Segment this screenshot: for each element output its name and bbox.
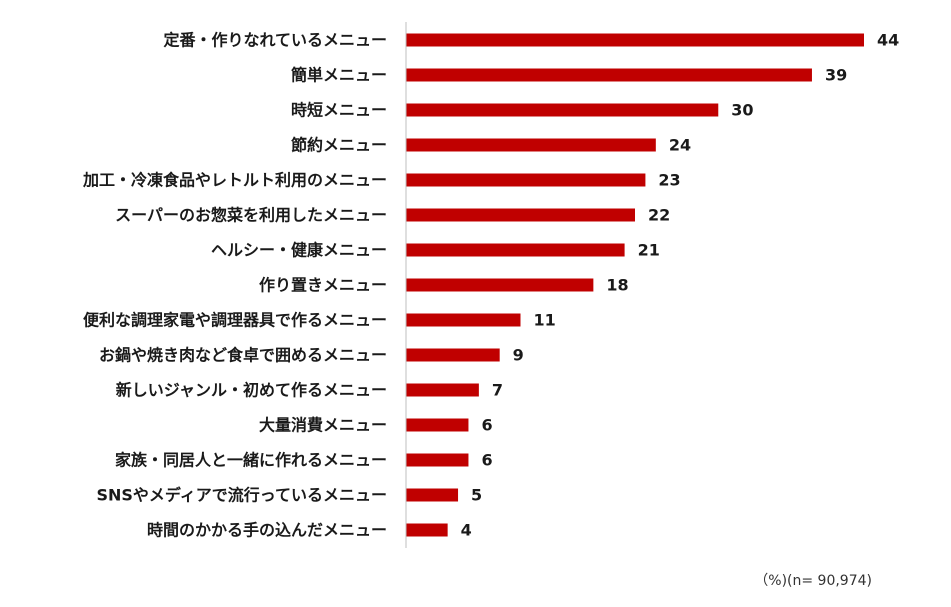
category-labels-group: 定番・作りなれているメニュー簡単メニュー時短メニュー節約メニュー加工・冷凍食品や… (82, 31, 387, 540)
value-label-7: 18 (606, 276, 628, 295)
bar-1 (406, 68, 812, 82)
value-label-9: 9 (513, 346, 524, 365)
category-label-12: 家族・同居人と一緒に作れるメニュー (115, 451, 387, 470)
category-label-2: 時短メニュー (291, 101, 387, 120)
value-label-6: 21 (638, 241, 660, 260)
bar-5 (406, 208, 635, 222)
category-label-9: お鍋や焼き肉など食卓で囲めるメニュー (99, 346, 387, 365)
category-label-14: 時間のかかる手の込んだメニュー (147, 521, 387, 540)
value-label-0: 44 (877, 31, 899, 50)
category-label-8: 便利な調理家電や調理器具で作るメニュー (83, 311, 387, 330)
value-label-4: 23 (658, 171, 680, 190)
category-label-13: SNSやメディアで流行っているメニュー (96, 486, 387, 505)
bar-2 (406, 103, 719, 117)
category-label-11: 大量消費メニュー (259, 416, 387, 435)
category-label-4: 加工・冷凍食品やレトルト利用のメニュー (82, 171, 387, 190)
bar-0 (406, 33, 864, 47)
value-label-8: 11 (534, 311, 556, 330)
category-label-3: 節約メニュー (290, 136, 387, 155)
bar-6 (406, 243, 625, 257)
bar-7 (406, 278, 594, 292)
value-label-12: 6 (481, 451, 492, 470)
category-label-5: スーパーのお惣菜を利用したメニュー (115, 206, 387, 225)
value-label-11: 6 (481, 416, 492, 435)
value-label-1: 39 (825, 66, 847, 85)
value-label-3: 24 (669, 136, 691, 155)
category-label-7: 作り置きメニュー (259, 276, 387, 295)
value-label-13: 5 (471, 486, 482, 505)
bar-14 (406, 523, 448, 537)
category-label-10: 新しいジャンル・初めて作るメニュー (116, 381, 387, 400)
bar-3 (406, 138, 656, 152)
category-label-0: 定番・作りなれているメニュー (162, 31, 387, 50)
bar-8 (406, 313, 521, 327)
category-label-1: 簡単メニュー (290, 66, 387, 85)
bar-4 (406, 173, 646, 187)
bar-12 (406, 453, 469, 467)
bar-11 (406, 418, 469, 432)
value-label-2: 30 (731, 101, 753, 120)
bar-13 (406, 488, 459, 502)
sample-size-note: （%)(n= 90,974) (754, 573, 872, 589)
value-label-14: 4 (461, 521, 472, 540)
value-label-10: 7 (492, 381, 503, 400)
category-label-6: ヘルシー・健康メニュー (211, 241, 387, 260)
bar-9 (406, 348, 500, 362)
value-label-5: 22 (648, 206, 670, 225)
bar-10 (406, 383, 479, 397)
bars-group (406, 33, 864, 537)
